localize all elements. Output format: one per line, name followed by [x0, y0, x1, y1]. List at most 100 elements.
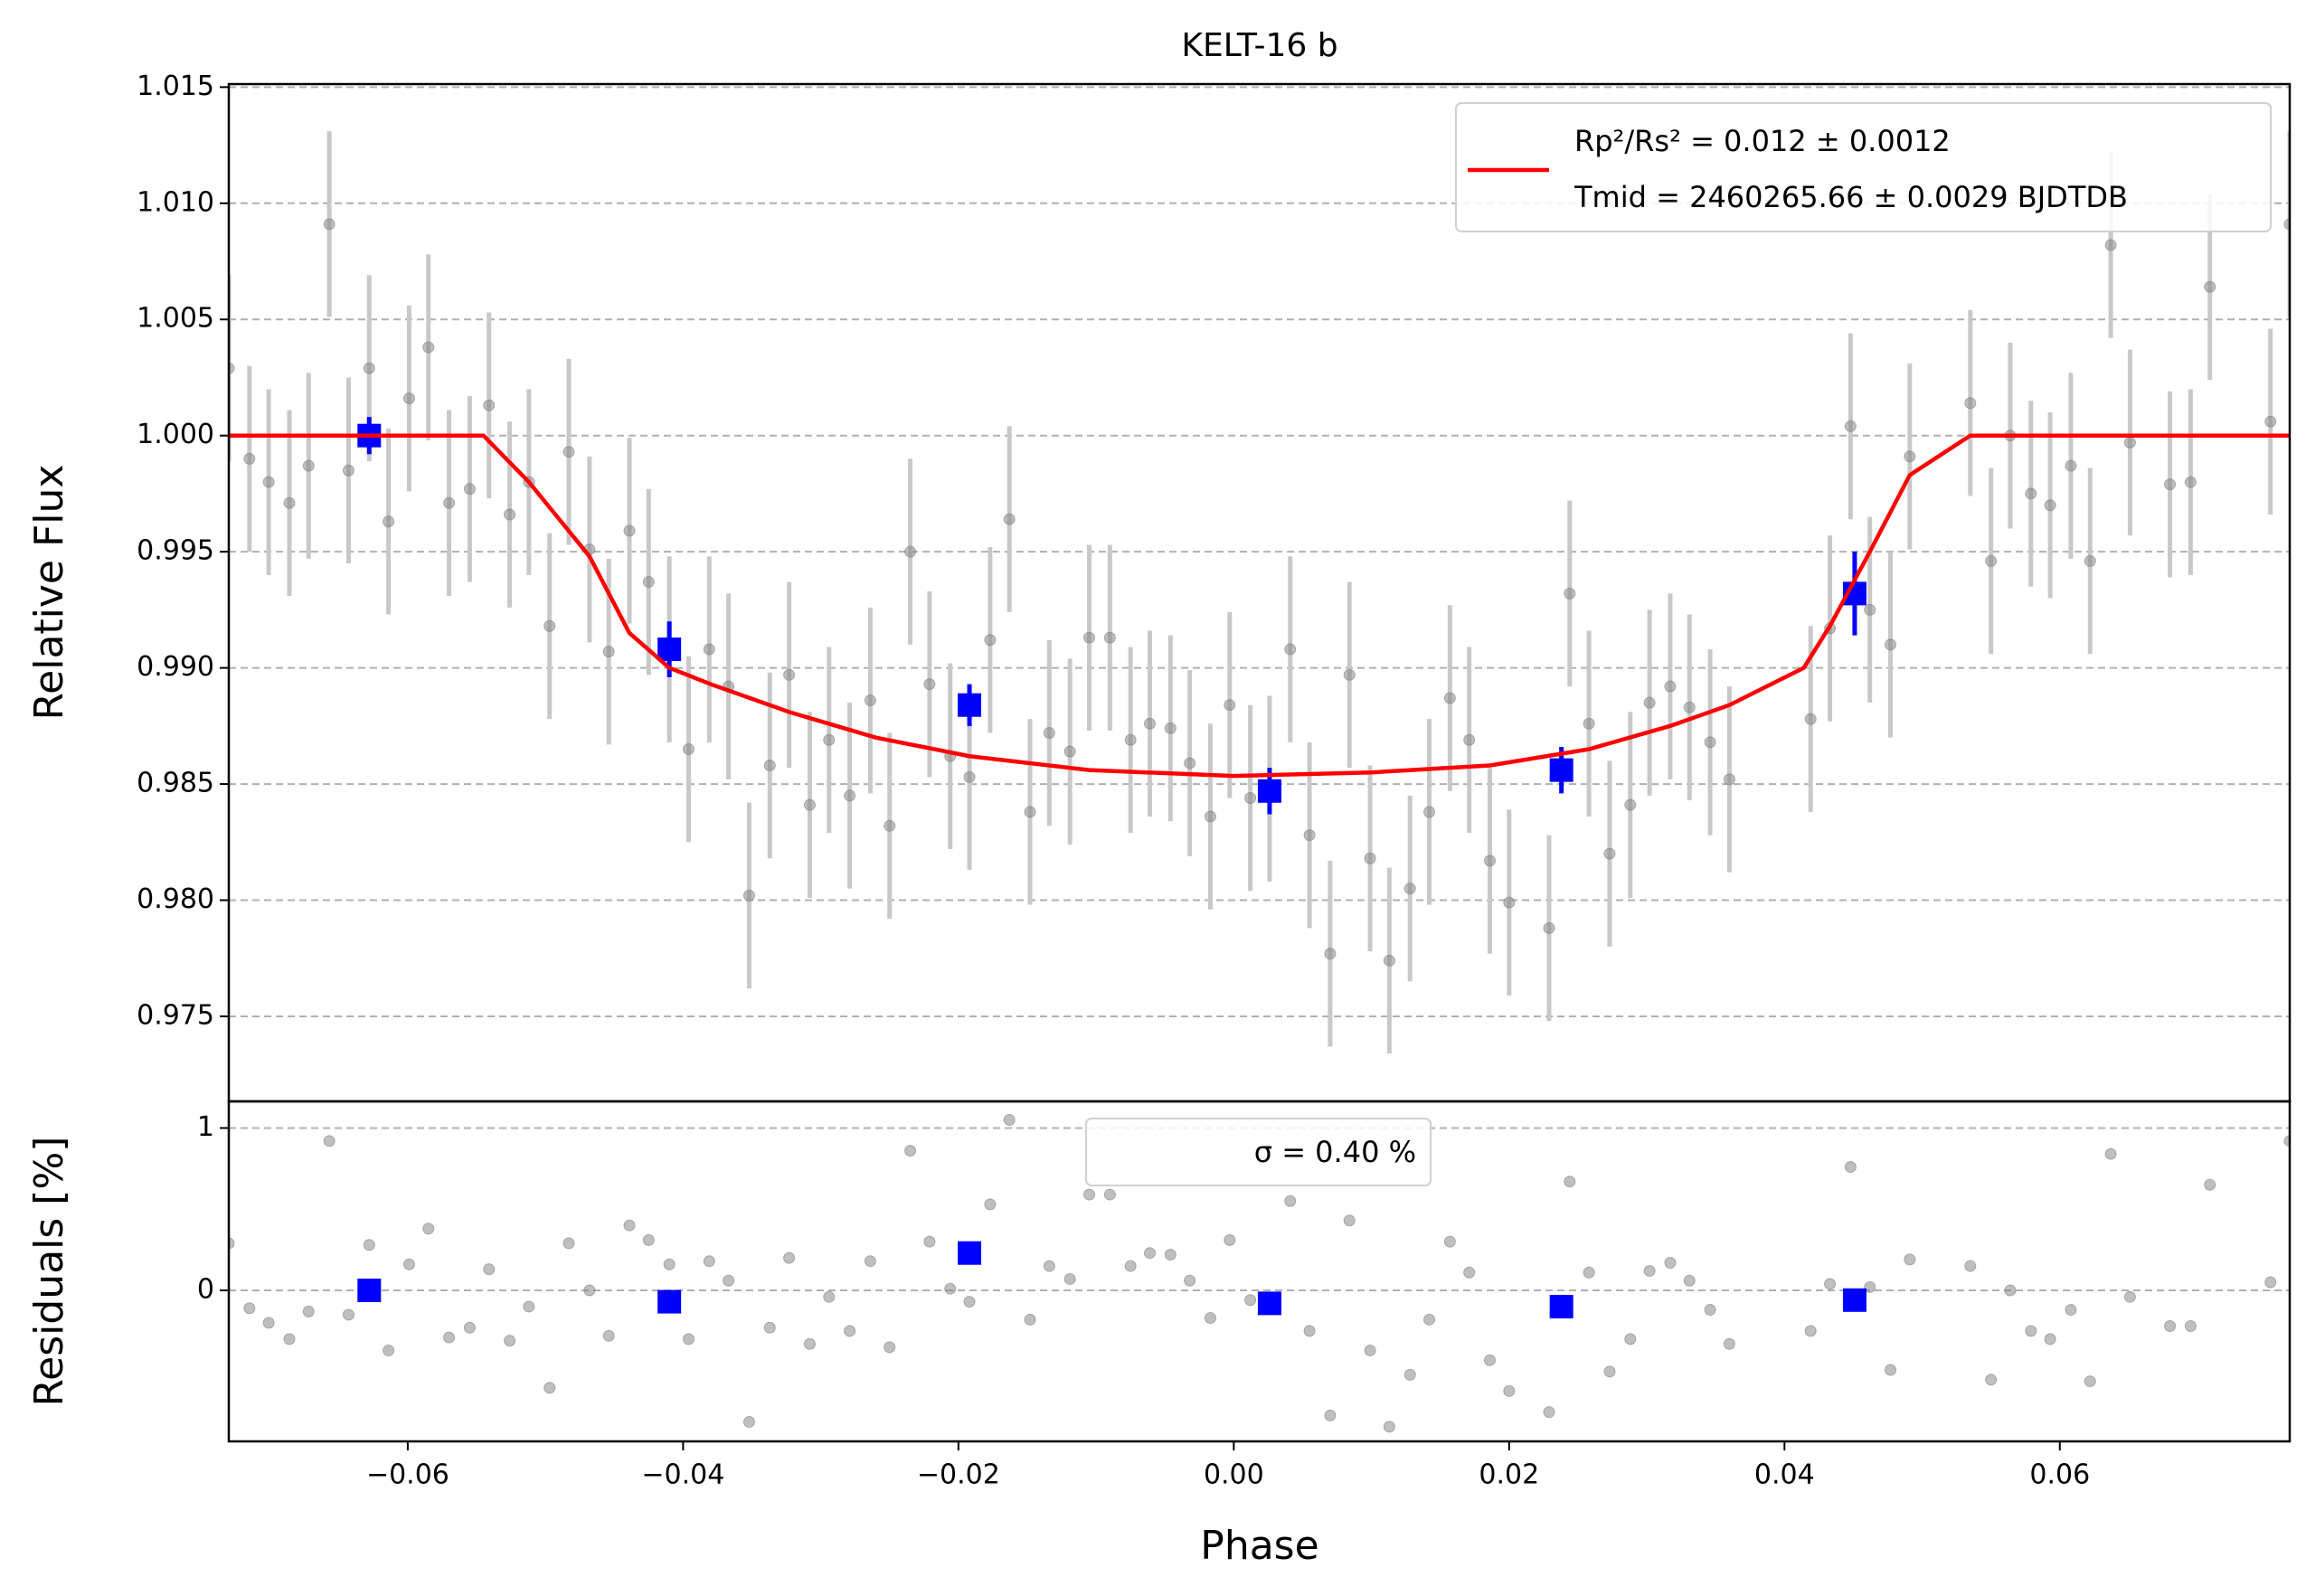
data-point [2164, 478, 2177, 491]
data-point [262, 1317, 275, 1329]
data-point [1864, 1280, 1876, 1293]
x-tick-label: 0.00 [1204, 1459, 1264, 1491]
binned-point [1842, 1288, 1867, 1312]
data-point [703, 1255, 715, 1268]
data-point [323, 218, 336, 231]
data-point [2123, 436, 2136, 449]
panel: 0 1 −0.06 −0.04 −0.02 0.00 0.02 0.04 0.06 σ = 0.4… [197, 1100, 2292, 1491]
binned-point [958, 693, 982, 717]
data-point [864, 1255, 876, 1268]
data-point [562, 446, 575, 458]
data-point [1403, 1368, 1416, 1381]
data-point [642, 1233, 655, 1246]
data-point [623, 1219, 636, 1232]
data-point [2044, 1333, 2056, 1346]
plot-area [229, 131, 2290, 1054]
data-point [1844, 420, 1857, 432]
binned-point [357, 1279, 382, 1303]
data-point [383, 1344, 395, 1356]
data-point [342, 1308, 354, 1321]
data-point [2264, 1276, 2277, 1289]
data-point [1164, 1249, 1177, 1261]
data-point [363, 1239, 375, 1251]
data-point [402, 392, 415, 405]
data-point [2084, 554, 2096, 567]
model-line [229, 433, 2290, 779]
legend-box [1085, 1118, 1432, 1186]
data-point [1143, 1247, 1156, 1260]
data-point [1184, 1274, 1196, 1287]
data-point [1364, 852, 1376, 864]
data-point [1503, 1384, 1516, 1397]
data-point [1244, 1294, 1257, 1307]
data-point [1224, 699, 1236, 712]
data-point [1124, 1260, 1137, 1272]
y-tick-label: 0.990 [137, 651, 214, 683]
data-point [1364, 1344, 1376, 1356]
y-tick-label: 1 [197, 1111, 214, 1143]
data-point [1603, 1365, 1616, 1378]
legend-box [1455, 102, 2272, 232]
data-point [1603, 847, 1616, 860]
data-point [1664, 1256, 1677, 1269]
data-point [1164, 722, 1177, 734]
data-point [342, 464, 354, 477]
data-point [963, 1296, 976, 1308]
data-point [1723, 1337, 1735, 1350]
data-point [1343, 668, 1356, 681]
data-point [1704, 1304, 1716, 1317]
data-point [504, 508, 516, 521]
binned-point [1549, 758, 1574, 782]
data-point [623, 524, 636, 537]
data-point [463, 1321, 476, 1334]
data-point [1103, 631, 1116, 644]
data-point [984, 1198, 997, 1211]
data-point [602, 646, 615, 658]
data-point [1483, 855, 1496, 867]
data-point [483, 1263, 496, 1276]
data-point [1824, 1278, 1837, 1290]
data-point [1284, 1195, 1297, 1207]
data-point [1184, 757, 1196, 770]
data-point [463, 483, 476, 496]
data-point [1643, 696, 1656, 709]
data-point [682, 1333, 695, 1346]
data-point [1383, 954, 1395, 967]
data-point [1503, 896, 1516, 909]
data-point [229, 362, 235, 374]
data-point [2104, 1147, 2117, 1160]
data-point [984, 634, 997, 647]
binned-point [657, 1289, 682, 1314]
plot-area [229, 1113, 2290, 1433]
data-point [783, 1251, 796, 1264]
data-point [1564, 1176, 1576, 1188]
data-point [543, 619, 556, 632]
data-point [742, 1415, 755, 1428]
y-tick-label: 1.010 [137, 186, 214, 218]
data-point [904, 545, 917, 558]
data-point [1284, 643, 1297, 656]
y-tick-label: 0.975 [137, 999, 214, 1031]
data-point [1583, 717, 1595, 730]
data-point [703, 643, 715, 656]
data-point [803, 1337, 816, 1350]
data-point [1003, 1113, 1016, 1126]
data-point [1324, 948, 1337, 960]
data-point [243, 1302, 256, 1315]
data-point [1024, 806, 1036, 818]
data-point [1244, 791, 1257, 804]
data-point [302, 459, 315, 472]
data-point [1624, 1333, 1637, 1346]
data-point [1082, 631, 1095, 644]
data-point [864, 694, 876, 707]
data-point [1564, 587, 1576, 600]
data-point [803, 798, 816, 811]
data-point [1124, 733, 1137, 746]
binned-point [1257, 779, 1281, 803]
binned-point [1549, 1294, 1574, 1318]
data-point [1204, 1312, 1216, 1325]
data-point [823, 1290, 836, 1303]
data-point [1804, 713, 1817, 725]
